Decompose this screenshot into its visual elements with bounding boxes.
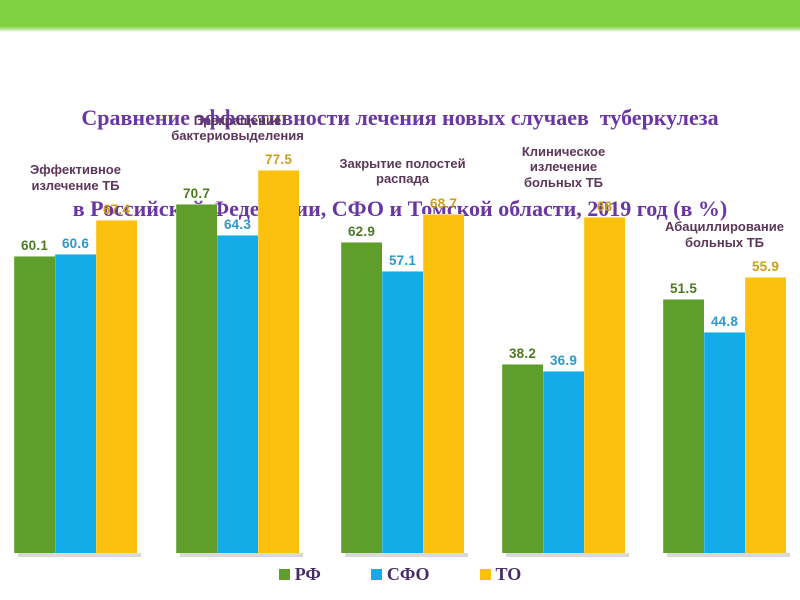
bar-group-row	[341, 213, 468, 558]
bar-РФ	[341, 242, 382, 553]
bar-РФ	[14, 256, 55, 553]
legend-item-ТО: ТО	[479, 564, 522, 585]
bar-ТО	[96, 220, 137, 553]
value-label-ТО: 68.7	[429, 195, 458, 211]
chart-legend: РФ СФО ТО	[0, 564, 800, 585]
bar-СФО	[543, 370, 584, 553]
bar-group-row	[502, 217, 629, 557]
value-label-РФ: 51.5	[669, 280, 698, 296]
chart-group: Закрытие полостей распада 62.9 57.1 68.7	[339, 110, 468, 558]
value-label-РФ: 70.7	[182, 185, 211, 201]
value-label-ТО: 68	[596, 199, 613, 215]
category-label: Прекращение бактериовыделения	[171, 112, 304, 143]
value-label-ТО: 77.5	[264, 152, 293, 168]
value-label-РФ: 62.9	[347, 224, 376, 240]
bar-chart: Эффективное излечение ТБ 60.1 60.6 67.4 Прек…	[0, 110, 800, 558]
bar-ТО	[745, 276, 786, 553]
value-label-РФ: 38.2	[508, 346, 537, 362]
category-label: Клиническое излечение больных ТБ	[521, 144, 606, 190]
value-label-СФО: 57.1	[388, 252, 417, 268]
bar-СФО	[704, 331, 745, 553]
legend-item-СФО: СФО	[370, 564, 430, 585]
bar-РФ	[176, 203, 217, 553]
legend-marker-icon	[370, 569, 382, 580]
value-label-СФО: 44.8	[710, 313, 739, 329]
bar-РФ	[502, 364, 543, 553]
bar-ТО	[423, 213, 464, 553]
legend-item-РФ: РФ	[278, 564, 321, 585]
bar-group-row	[176, 170, 303, 557]
category-label: Закрытие полостей распада	[339, 155, 466, 187]
bar-СФО	[217, 235, 258, 553]
bar-group-row	[663, 276, 790, 558]
bar-ТО	[584, 217, 625, 553]
value-label-ТО: 67.4	[102, 202, 131, 218]
value-label-СФО: 60.6	[61, 235, 90, 251]
category-label: Эффективное излечение ТБ	[30, 162, 121, 193]
category-label: Абациллирование больных ТБ	[665, 219, 784, 250]
value-label-ТО: 55.9	[751, 258, 780, 274]
value-label-СФО: 64.3	[223, 217, 252, 233]
value-label-СФО: 36.9	[549, 352, 578, 368]
bar-РФ	[663, 298, 704, 553]
chart-group: Клиническое излечение больных ТБ 38.2 36.9…	[502, 110, 629, 557]
legend-label: ТО	[495, 564, 522, 584]
legend-label: СФО	[386, 564, 430, 584]
bar-СФО	[55, 253, 96, 553]
bar-ТО	[258, 170, 299, 553]
chart-group: Эффективное излечение ТБ 60.1 60.6 67.4	[14, 110, 141, 557]
value-label-РФ: 60.1	[20, 238, 49, 254]
legend-marker-icon	[479, 569, 491, 580]
chart-title-line-1: Сравнение эффективности лечения новых сл…	[81, 104, 719, 130]
bar-group-row	[14, 220, 141, 557]
legend-label: РФ	[294, 564, 321, 584]
top-accent-band	[0, 0, 800, 32]
chart-group: Прекращение бактериовыделения 70.7 64.3 77.…	[171, 110, 304, 557]
chart-group: Абациллирование больных ТБ 51.5 44.8 55.9	[663, 110, 790, 558]
bar-СФО	[382, 270, 423, 553]
legend-marker-icon	[278, 569, 290, 580]
